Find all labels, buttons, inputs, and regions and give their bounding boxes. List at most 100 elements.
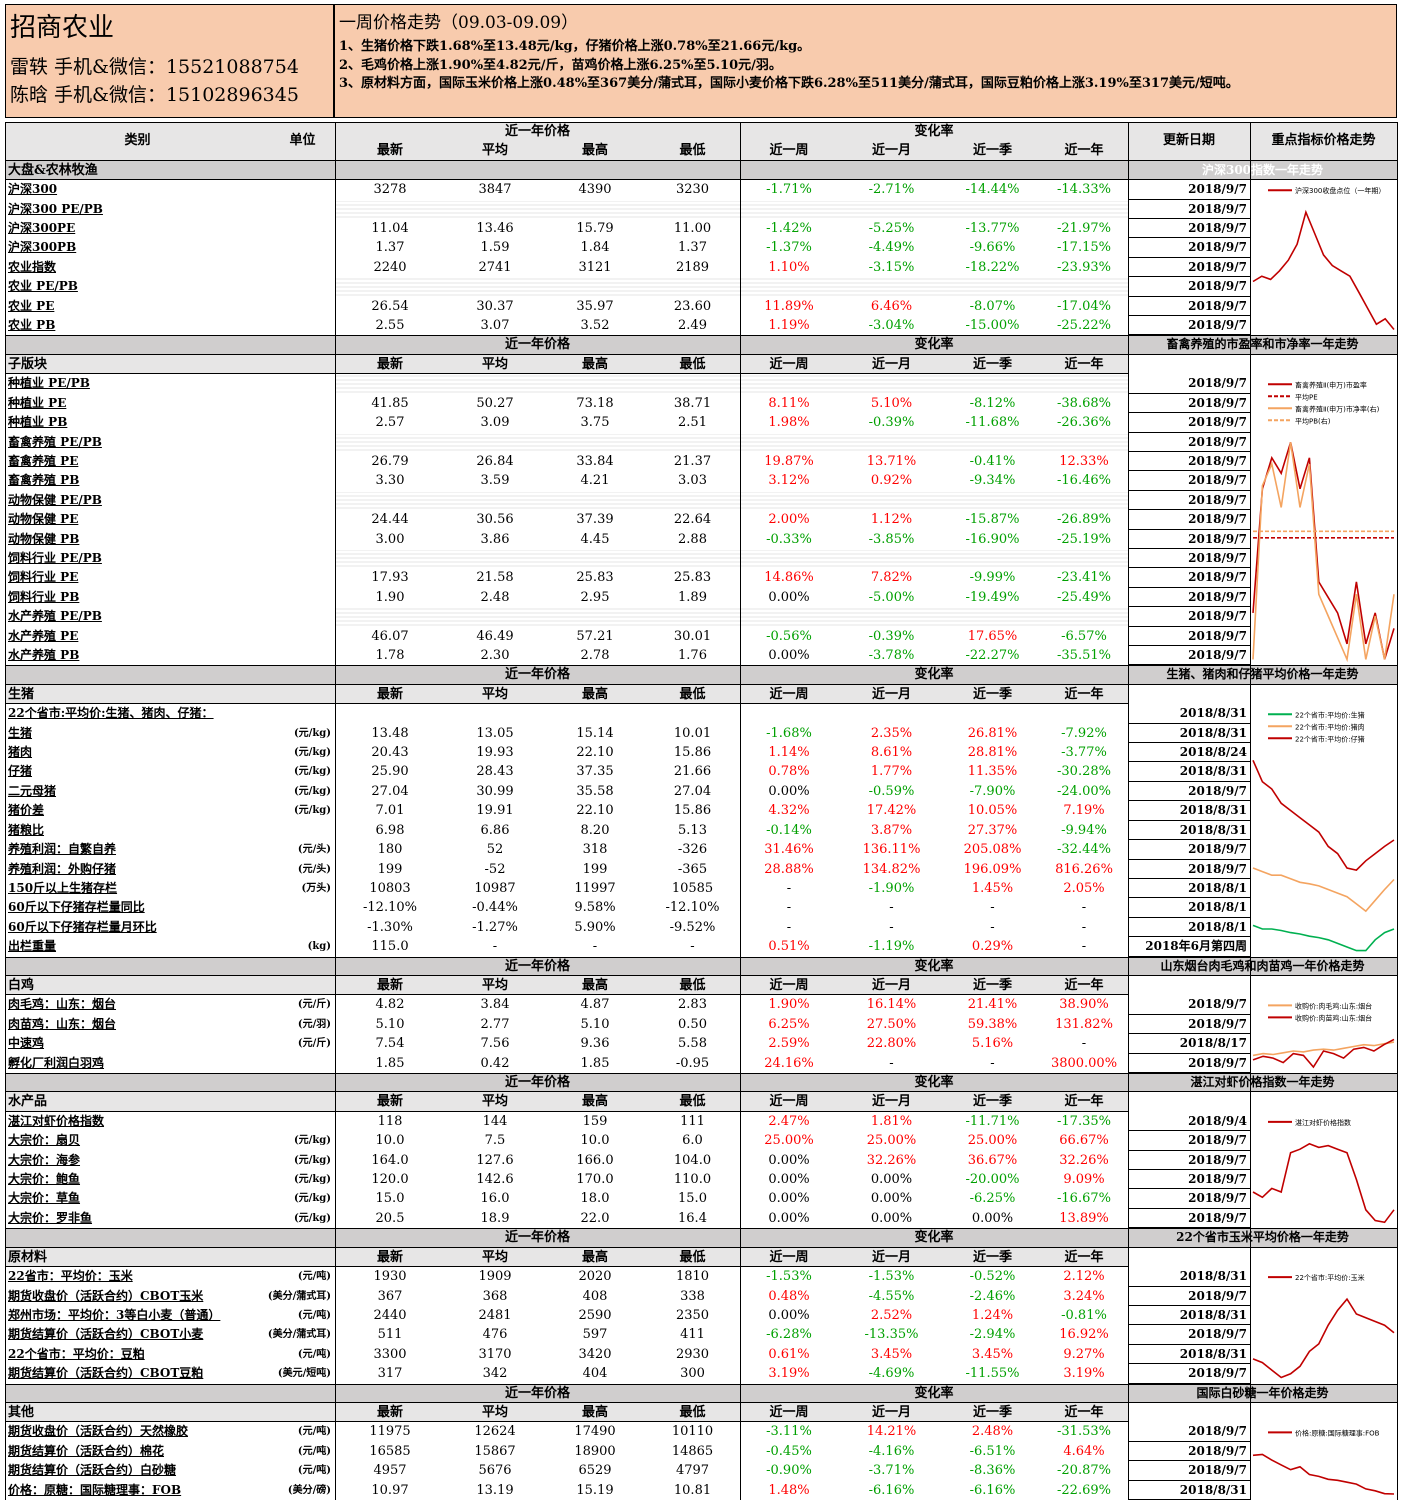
value-cell: 3.84 — [480, 997, 510, 1013]
row-label: 养殖利润：自繁自养 — [8, 842, 117, 857]
value-cell: 318 — [582, 842, 608, 858]
column-header: 平均 — [481, 1094, 508, 1110]
date-cell: 2018/8/31 — [1128, 1267, 1250, 1287]
value-cell: -3.85% — [868, 531, 915, 547]
row-unit: (元/头) — [297, 844, 331, 856]
section-band — [5, 1383, 1397, 1403]
value-cell: 166.0 — [576, 1152, 614, 1168]
date-cell: 2018/9/4 — [1128, 1112, 1250, 1132]
value-cell: 12624 — [474, 1424, 516, 1440]
column-header: 近一周 — [769, 686, 809, 702]
value-cell: 28.43 — [476, 764, 514, 780]
value-cell: 7.54 — [375, 1036, 405, 1052]
value-cell: -6.25% — [969, 1191, 1016, 1207]
shaded-row — [335, 375, 1128, 393]
value-cell: 0.78% — [768, 764, 810, 780]
row-label: 60斤以下仔猪存栏量同比 — [8, 900, 145, 915]
value-cell: -22.69% — [1057, 1482, 1111, 1498]
value-cell: 180 — [377, 842, 403, 858]
date-cell: 2018年6月第四周 — [1128, 937, 1250, 957]
value-cell: 66.67% — [1059, 1133, 1109, 1149]
value-cell: 35.58 — [576, 783, 614, 799]
column-header: 最新 — [376, 1404, 403, 1420]
value-cell: 2350 — [675, 1307, 710, 1323]
value-cell: 21.37 — [673, 453, 712, 469]
value-cell: 6.0 — [682, 1133, 703, 1149]
column-header: 最低 — [679, 686, 706, 702]
value-cell: - — [990, 919, 995, 935]
value-cell: 15.0 — [375, 1191, 405, 1207]
section-band — [5, 975, 1128, 996]
date-cell: 2018/9/7 — [1128, 433, 1250, 452]
value-cell: 3278 — [373, 182, 407, 198]
value-cell: 25.00% — [764, 1133, 814, 1149]
value-cell: 3.87% — [870, 822, 913, 838]
value-cell: 4.45 — [580, 531, 610, 547]
value-cell: -3.71% — [868, 1463, 915, 1479]
value-cell: 52 — [486, 842, 504, 858]
value-cell: 7.19% — [1063, 803, 1105, 819]
value-cell: 10110 — [671, 1424, 714, 1440]
date-cell: 2018/8/17 — [1128, 1034, 1250, 1054]
value-cell: 2.57 — [375, 415, 405, 431]
row-label: 农业指数 — [8, 259, 57, 274]
group-header: 变化率 — [914, 1385, 954, 1401]
group-header: 近一年价格 — [504, 124, 570, 139]
value-cell: 14.21% — [866, 1424, 917, 1440]
column-header: 平均 — [481, 1249, 508, 1265]
value-cell: 6.46% — [870, 298, 913, 314]
date-cell: 2018/9/7 — [1128, 588, 1250, 608]
value-cell: -8.36% — [969, 1463, 1016, 1479]
value-cell: 2.59% — [768, 1036, 810, 1052]
row-label: 大宗价：扇贝 — [8, 1133, 81, 1148]
value-cell: -0.39% — [868, 628, 915, 644]
value-cell: 317 — [377, 1366, 403, 1382]
value-cell: -7.92% — [1061, 725, 1107, 741]
value-cell: -5.00% — [868, 589, 915, 605]
value-cell: - — [889, 900, 894, 916]
group-header: 近一年价格 — [504, 1230, 570, 1246]
column-header: 近一年 — [1064, 356, 1104, 372]
date-cell: 2018/9/7 — [1128, 1364, 1250, 1384]
value-cell: 3.86 — [480, 531, 510, 547]
value-cell: - — [786, 880, 792, 896]
date-cell: 2018/8/31 — [1128, 821, 1250, 841]
value-cell: 25.83 — [673, 570, 712, 586]
value-cell: 30.01 — [673, 628, 712, 644]
column-header: 最低 — [679, 977, 706, 993]
value-cell: 0.00% — [768, 783, 810, 799]
value-cell: -6.28% — [766, 1327, 812, 1343]
value-cell: 3847 — [478, 182, 512, 198]
value-cell: 1.59 — [480, 240, 510, 256]
value-cell: 30.56 — [476, 512, 514, 528]
value-cell: 199 — [377, 861, 403, 877]
value-cell: 2.00% — [768, 512, 810, 528]
value-cell: -0.45% — [766, 1443, 812, 1459]
value-cell: -0.56% — [766, 628, 812, 644]
value-cell: 2.47% — [768, 1113, 810, 1129]
column-header: 最高 — [581, 1249, 608, 1265]
date-cell: 2018/8/31 — [1128, 724, 1250, 744]
date-cell: 2018/9/7 — [1128, 530, 1250, 549]
value-cell: 11.35% — [967, 764, 1018, 780]
row-label: 大宗价：鲍鱼 — [8, 1172, 81, 1187]
column-header: 近一年 — [1064, 143, 1104, 159]
value-cell: 17.42% — [866, 803, 917, 819]
row-label: 畜禽养殖 PB — [8, 473, 80, 488]
group-header: 变化率 — [914, 958, 954, 974]
row-label: 沪深300 PE/PB — [8, 201, 103, 216]
value-cell: 3.30 — [375, 473, 405, 489]
column-header: 近一周 — [769, 143, 809, 159]
chart-title: 沪深300指数一年走势 — [1201, 162, 1324, 177]
value-cell: 33.84 — [576, 453, 614, 469]
value-cell: 3170 — [478, 1346, 512, 1362]
value-cell: 300 — [680, 1366, 705, 1382]
value-cell: 25.00% — [967, 1133, 1018, 1149]
value-cell: 6.86 — [480, 822, 510, 838]
date-cell: 2018/9/7 — [1128, 840, 1250, 860]
date-cell: 2018/9/7 — [1128, 1442, 1250, 1462]
value-cell: 0.51% — [768, 939, 810, 955]
value-cell: 0.50 — [678, 1016, 707, 1032]
row-unit: (元/羽) — [297, 1018, 331, 1030]
group-header: 变化率 — [914, 337, 954, 353]
